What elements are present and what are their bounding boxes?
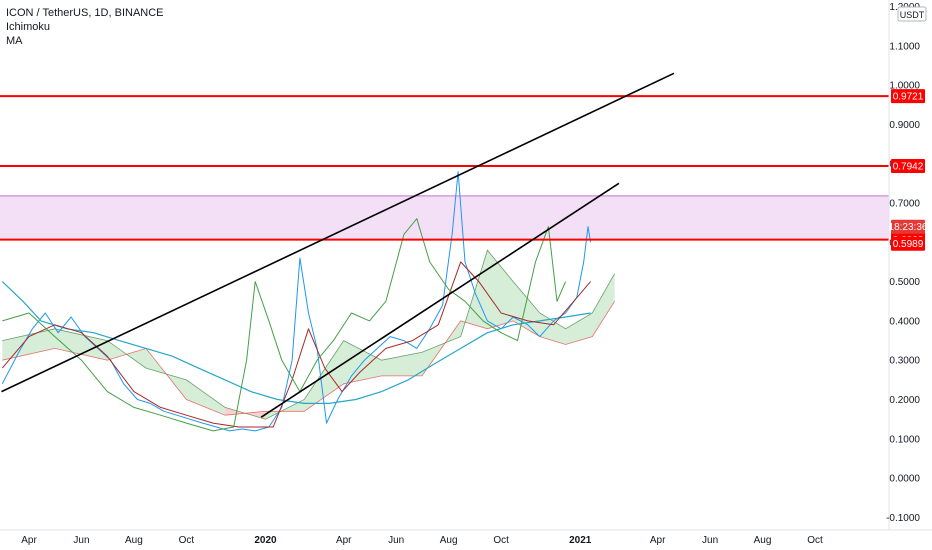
x-tick-label: Oct [179, 535, 195, 546]
ichimoku-cloud-layer [2, 249, 615, 420]
y-tick-label: 0.5000 [889, 277, 920, 288]
y-tick-label: -0.1000 [886, 513, 920, 524]
y-tick-label: 1.1000 [889, 41, 920, 52]
x-tick-label: Oct [493, 535, 509, 546]
time-scale[interactable]: Apr Jun Aug Oct 2020 Apr Jun Aug Oct 2021 Apr Jun Au… [21, 535, 823, 546]
x-tick-label: Jun [73, 535, 89, 546]
series-layer [1, 171, 592, 432]
horizontal-levels-layer [0, 95, 889, 241]
currency-label: USDT [900, 10, 925, 20]
trendlines-layer [1, 72, 675, 418]
level-price-label-0-box [891, 89, 925, 104]
current-price-label-text: 0.5989 [893, 239, 924, 250]
resistance-zone [0, 195, 889, 240]
ichimoku-leading-span-b [2, 301, 615, 416]
indicator-ma[interactable]: MA [6, 35, 23, 47]
bar-countdown-label-text: 18:23:36 [889, 222, 928, 233]
y-tick-label: 0.4000 [889, 316, 920, 327]
x-tick-label: Apr [21, 535, 37, 546]
ichimoku-cloud-segment [54, 328, 108, 361]
ichimoku-cloud-segment [487, 250, 514, 329]
ichimoku-cloud-segment [513, 281, 540, 337]
level-price-label-0-text: 0.9721 [893, 92, 924, 103]
ichimoku-cloud-segment [592, 273, 615, 337]
level-price-label-1: 0.7942 [891, 158, 925, 173]
x-tick-label: Jun [388, 535, 404, 546]
bar-countdown-label: 18:23:36 [889, 219, 928, 234]
y-tick-label: 0.3000 [889, 356, 920, 367]
currency-badge-box [897, 6, 927, 22]
x-tick-label: Apr [650, 535, 666, 546]
bar-countdown-label-box [891, 219, 925, 234]
ichimoku-cloud-segment [186, 379, 226, 416]
x-tick-label: Apr [336, 535, 352, 546]
x-tick-label: Aug [440, 535, 458, 546]
ichimoku-cloud-segment [539, 313, 566, 345]
y-tick-label: 0.9000 [889, 120, 920, 131]
y-tick-label: 0.7000 [889, 199, 920, 210]
level-price-label-0: 0.9721 [891, 89, 925, 104]
y-tick-label: 0.2000 [889, 395, 920, 406]
currency-badge: USDT [897, 6, 927, 22]
x-tick-label: Aug [754, 535, 772, 546]
level-price-label-1-text: 0.7942 [893, 161, 924, 172]
ichimoku-cloud-segment [381, 352, 422, 376]
symbol-title[interactable]: ICON / TetherUS, 1D, BINANCE [6, 7, 164, 19]
y-tick-label: 1.0000 [889, 81, 920, 92]
current-price-label-box [891, 236, 925, 251]
current-price-label: 0.5989 [891, 236, 925, 251]
series-line-lagging [2, 218, 567, 432]
indicator-ichimoku[interactable]: Ichimoku [6, 21, 51, 33]
y-tick-label: 0.0000 [889, 474, 920, 485]
x-tick-label: Oct [807, 535, 823, 546]
x-tick-label: Jun [702, 535, 718, 546]
resistance-zone-layer [0, 195, 889, 240]
x-tick-label: 2021 [569, 535, 592, 546]
x-tick-label: Aug [125, 535, 143, 546]
y-tick-label: 0.1000 [889, 434, 920, 445]
series-line-conversion [1, 261, 591, 428]
level-price-label-1-box [891, 158, 925, 173]
x-tick-label: 2020 [254, 535, 277, 546]
chart-legend: ICON / TetherUS, 1D, BINANCE Ichimoku MA [6, 6, 164, 48]
trendline-1 [260, 182, 620, 418]
ichimoku-cloud-segment [565, 313, 593, 345]
trendline-0 [1, 72, 675, 393]
series-line-ma [1, 281, 591, 404]
